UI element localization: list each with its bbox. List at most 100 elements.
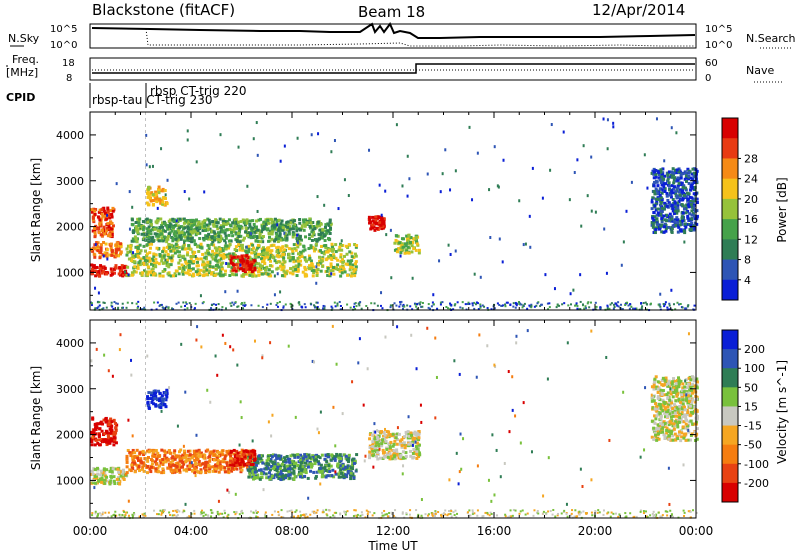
- colorbar-segment: [722, 368, 738, 388]
- x-tick-label: 00:00: [679, 524, 714, 538]
- scatter-feature-3: [246, 452, 359, 482]
- scatter-feature-5: [228, 448, 257, 467]
- nave-tick-bottom: 0: [705, 73, 711, 84]
- x-axis-label: Time UT: [367, 539, 418, 553]
- cpid-row: CPID rbsp-tau CT-trig 230 rbsp CT-trig 2…: [6, 83, 246, 108]
- colorbar-tick-label: 24: [744, 173, 758, 186]
- x-tick-label: 08:00: [275, 524, 310, 538]
- nsearch-tick-bottom: 10^0: [705, 40, 732, 51]
- y-tick-label: 4000: [56, 129, 84, 142]
- colorbar-segment: [722, 463, 738, 484]
- colorbar-frame: [721, 329, 739, 503]
- scatter-feature-4: [130, 217, 333, 244]
- colorbar: 4 8 12 16 20 24 28: [721, 117, 758, 301]
- nsky-tick-top: 10^5: [50, 24, 77, 35]
- scatter-feature-4: [146, 388, 169, 410]
- colorbar-tick-label: 20: [744, 193, 758, 206]
- scatter-feature-6: [229, 254, 257, 274]
- sparse-scatter: [90, 324, 690, 506]
- x-tick-label: 00:00: [73, 524, 108, 538]
- colorbar-tick-label: 12: [744, 233, 758, 246]
- y-tick-label: 3000: [56, 383, 84, 396]
- cpid-entry-2: rbsp CT-trig 220: [150, 84, 246, 98]
- power-heatmap: 1000 2000 3000 4000 4 8 12 16 20 24 28: [56, 111, 758, 312]
- scatter-feature-9: [650, 167, 699, 235]
- colorbar-segment: [722, 118, 738, 139]
- nsky-curve: [91, 22, 696, 39]
- x-tick-label: 16:00: [477, 524, 512, 538]
- colorbar-tick-label: 15: [744, 400, 758, 413]
- y-tick-label: 2000: [56, 221, 84, 234]
- scatter-feature-6: [367, 430, 422, 461]
- colorbar-segment: [722, 387, 738, 407]
- beam-title: Beam 18: [358, 3, 425, 21]
- colorbar-segment: [722, 259, 738, 281]
- freq-panel: Freq. [MHz] 18 8 60 0 Nave: [6, 53, 782, 84]
- ground-scatter-strip: [91, 508, 698, 520]
- colorbar-segment: [722, 158, 738, 180]
- colorbar-segment: [722, 482, 738, 503]
- colorbar-segment: [722, 279, 738, 301]
- panel-background: [90, 112, 696, 310]
- scatter-feature-1: [90, 416, 119, 447]
- colorbar-segment: [722, 138, 738, 159]
- y-tick-label: 3000: [56, 175, 84, 188]
- colorbar-tick-label: 50: [744, 381, 758, 394]
- colorbar-tick-label: 100: [744, 362, 765, 375]
- nsky-tick-bottom: 10^0: [50, 40, 77, 51]
- y-tick-label: 2000: [56, 429, 84, 442]
- power-colorbar-label: Power [dB]: [775, 177, 789, 242]
- freq-curve: [92, 63, 695, 74]
- x-tick-label: 12:00: [376, 524, 411, 538]
- velocity-colorbar-label: Velocity [m s^-1]: [775, 360, 789, 464]
- freq-tick-bottom: 8: [66, 73, 72, 84]
- velocity-ylabel: Slant Range [km]: [29, 366, 43, 470]
- colorbar-frame: [721, 117, 739, 301]
- colorbar-tick-label: -100: [744, 458, 769, 471]
- colorbar-segment: [722, 444, 738, 465]
- y-tick-label: 1000: [56, 266, 84, 279]
- colorbar-tick-label: -200: [744, 477, 769, 490]
- colorbar-tick-label: 200: [744, 343, 765, 356]
- colorbar: 200 100 50 15 -15 -50 -100 -200: [721, 329, 769, 503]
- colorbar-tick-label: -50: [744, 439, 762, 452]
- freq-tick-top: 18: [62, 58, 75, 69]
- scatter-feature-2: [90, 206, 116, 239]
- scatter-feature-7: [367, 215, 386, 232]
- scatter-feature-0: [90, 466, 129, 486]
- freq-label-2: [MHz]: [6, 66, 38, 79]
- colorbar-segment: [722, 425, 738, 446]
- velocity-heatmap: 1000 2000 3000 4000 00:00 04:00 08:00 12:00 16:0…: [56, 319, 769, 538]
- nsky-panel: N.Sky 10^5 10^0 10^5 10^0 N.Search: [8, 22, 796, 51]
- colorbar-segment: [722, 178, 738, 200]
- colorbar-tick-label: 16: [744, 213, 758, 226]
- cpid-label: CPID: [6, 91, 35, 104]
- y-tick-label: 4000: [56, 337, 84, 350]
- colorbar-tick-label: 8: [744, 254, 751, 267]
- sparse-scatter: [94, 117, 695, 298]
- nsky-label: N.Sky: [8, 32, 40, 45]
- date-title: 12/Apr/2014: [592, 1, 685, 19]
- colorbar-tick-label: -15: [744, 420, 762, 433]
- station-title: Blackstone (fitACF): [92, 1, 235, 19]
- scatter-feature-7: [650, 375, 699, 443]
- colorbar-segment: [722, 239, 738, 261]
- nsearch-label: N.Search: [746, 32, 796, 45]
- colorbar-tick-label: 4: [744, 274, 751, 287]
- colorbar-segment: [722, 330, 738, 350]
- y-tick-label: 1000: [56, 474, 84, 487]
- power-ylabel: Slant Range [km]: [29, 158, 43, 262]
- colorbar-tick-label: 28: [744, 152, 758, 165]
- colorbar-segment: [722, 219, 738, 240]
- nsearch-tick-top: 10^5: [705, 24, 732, 35]
- scatter-feature-8: [393, 233, 421, 255]
- cpid-entry-1: rbsp-tau CT-trig 230: [92, 93, 212, 107]
- nsearch-curve: [91, 27, 695, 47]
- nave-tick-top: 60: [705, 58, 718, 69]
- x-tick-label: 20:00: [578, 524, 613, 538]
- scatter-feature-3: [125, 242, 359, 278]
- scatter-feature-5: [145, 185, 169, 207]
- nave-label: Nave: [746, 64, 774, 77]
- freq-label-1: Freq.: [12, 53, 39, 66]
